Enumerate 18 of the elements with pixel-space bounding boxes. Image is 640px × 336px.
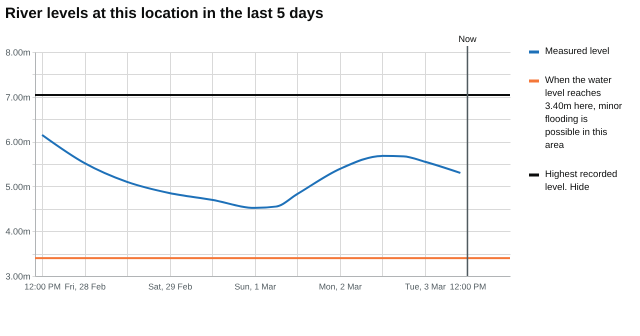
- x-tick-label: 12:00 PM: [450, 282, 486, 292]
- y-tick-label: 8.00m: [5, 48, 30, 58]
- legend-label: Highest recorded level. Hide: [545, 169, 618, 193]
- x-tick-label: Mon, 2 Mar: [318, 282, 362, 292]
- legend-label: When the water level reaches 3.40m here, minor flooding is possible in this area: [545, 75, 622, 151]
- legend-label: Measured level: [545, 46, 610, 57]
- x-tick-label: Tue, 3 Mar: [405, 282, 446, 292]
- y-tick-label: 3.00m: [5, 272, 30, 282]
- y-tick-label: 5.00m: [5, 182, 30, 192]
- y-tick-label: 4.00m: [5, 226, 30, 237]
- ref-line-label: Now: [458, 34, 477, 44]
- y-tick-label: 6.00m: [5, 137, 30, 148]
- chart-title: River levels at this location in the last 5 days: [4, 5, 324, 22]
- y-tick-label: 7.00m: [5, 92, 30, 102]
- x-tick-label: Sat, 29 Feb: [148, 282, 192, 292]
- x-tick-label: Sun, 1 Mar: [234, 282, 276, 292]
- x-tick-label: 12:00 PM: [24, 282, 61, 292]
- x-tick-label: Fri, 28 Feb: [64, 282, 106, 292]
